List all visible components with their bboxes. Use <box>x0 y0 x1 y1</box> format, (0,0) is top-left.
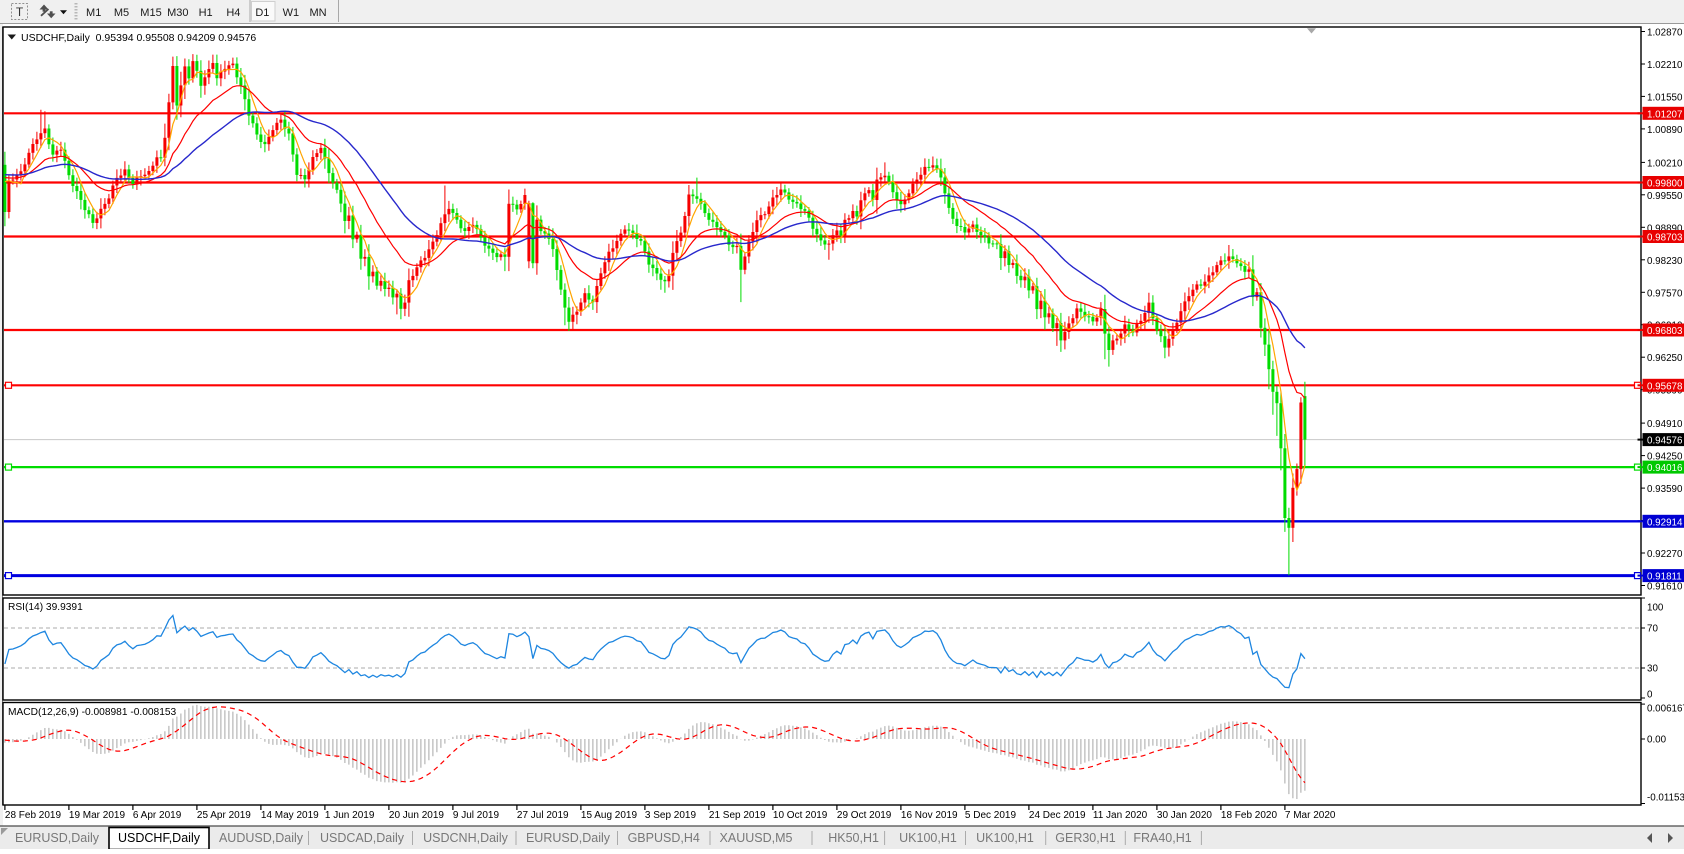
svg-text:0.00: 0.00 <box>1647 735 1667 746</box>
svg-text:10 Oct 2019: 10 Oct 2019 <box>773 810 828 821</box>
svg-text:24 Dec 2019: 24 Dec 2019 <box>1029 810 1086 821</box>
svg-text:1 Jun 2019: 1 Jun 2019 <box>325 810 375 821</box>
svg-text:21 Sep 2019: 21 Sep 2019 <box>709 810 766 821</box>
svg-text:H4: H4 <box>226 7 240 19</box>
svg-text:FRA40,H1: FRA40,H1 <box>1133 831 1191 845</box>
svg-text:11 Jan 2020: 11 Jan 2020 <box>1093 810 1148 821</box>
svg-text:-0.011531: -0.011531 <box>1647 793 1684 804</box>
svg-text:19 Mar 2019: 19 Mar 2019 <box>69 810 126 821</box>
svg-text:W1: W1 <box>283 7 300 19</box>
svg-text:H1: H1 <box>199 7 213 19</box>
svg-text:0.94910: 0.94910 <box>1647 419 1683 430</box>
svg-text:1.01550: 1.01550 <box>1647 92 1683 103</box>
svg-text:USDCHF,Daily: USDCHF,Daily <box>118 831 201 845</box>
svg-text:AUDUSD,Daily: AUDUSD,Daily <box>219 831 304 845</box>
svg-text:0: 0 <box>1647 690 1653 701</box>
svg-text:27 Jul 2019: 27 Jul 2019 <box>517 810 569 821</box>
svg-text:T: T <box>16 5 24 19</box>
svg-text:0.99550: 0.99550 <box>1647 191 1683 202</box>
svg-text:1.00890: 1.00890 <box>1647 125 1683 136</box>
svg-text:0.92270: 0.92270 <box>1647 549 1683 560</box>
svg-text:GER30,H1: GER30,H1 <box>1055 831 1115 845</box>
svg-text:0.94016: 0.94016 <box>1647 463 1683 474</box>
svg-text:EURUSD,Daily: EURUSD,Daily <box>15 831 100 845</box>
svg-text:7 Mar 2020: 7 Mar 2020 <box>1285 810 1336 821</box>
svg-text:15 Aug 2019: 15 Aug 2019 <box>581 810 638 821</box>
svg-text:0.92914: 0.92914 <box>1647 517 1683 528</box>
svg-text:0.91610: 0.91610 <box>1647 582 1683 593</box>
svg-text:M15: M15 <box>140 7 161 19</box>
svg-text:0.98703: 0.98703 <box>1647 233 1683 244</box>
svg-text:70: 70 <box>1647 624 1658 635</box>
svg-text:0.99800: 0.99800 <box>1647 179 1683 190</box>
svg-text:0.95678: 0.95678 <box>1647 381 1683 392</box>
svg-text:USDCNH,Daily: USDCNH,Daily <box>423 831 508 845</box>
svg-text:0.96803: 0.96803 <box>1647 326 1683 337</box>
svg-text:HK50,H1: HK50,H1 <box>828 831 879 845</box>
svg-text:5 Dec 2019: 5 Dec 2019 <box>965 810 1017 821</box>
svg-text:0.98230: 0.98230 <box>1647 256 1683 267</box>
svg-text:3 Sep 2019: 3 Sep 2019 <box>645 810 697 821</box>
svg-text:UK100,H1: UK100,H1 <box>976 831 1034 845</box>
svg-text:EURUSD,Daily: EURUSD,Daily <box>526 831 611 845</box>
svg-text:14 May 2019: 14 May 2019 <box>261 810 319 821</box>
svg-text:0.97570: 0.97570 <box>1647 288 1683 299</box>
svg-text:RSI(14) 39.9391: RSI(14) 39.9391 <box>8 602 83 613</box>
svg-text:MACD(12,26,9) -0.008981 -0.008: MACD(12,26,9) -0.008981 -0.008153 <box>8 707 177 718</box>
svg-text:M1: M1 <box>86 7 101 19</box>
svg-text:GBPUSD,H4: GBPUSD,H4 <box>628 831 700 845</box>
svg-text:D1: D1 <box>255 7 269 19</box>
svg-text:20 Jun 2019: 20 Jun 2019 <box>389 810 444 821</box>
svg-text:UK100,H1: UK100,H1 <box>899 831 957 845</box>
svg-text:0.93590: 0.93590 <box>1647 484 1683 495</box>
svg-text:28 Feb 2019: 28 Feb 2019 <box>5 810 62 821</box>
svg-text:29 Oct 2019: 29 Oct 2019 <box>837 810 892 821</box>
svg-text:XAUUSD,M5: XAUUSD,M5 <box>720 831 793 845</box>
svg-text:9 Jul 2019: 9 Jul 2019 <box>453 810 500 821</box>
svg-text:25 Apr 2019: 25 Apr 2019 <box>197 810 251 821</box>
svg-text:1.02870: 1.02870 <box>1647 28 1683 39</box>
svg-text:1.02210: 1.02210 <box>1647 60 1683 71</box>
svg-text:0.94576: 0.94576 <box>1647 436 1683 447</box>
svg-text:0.006167: 0.006167 <box>1647 704 1684 715</box>
svg-text:MN: MN <box>309 7 326 19</box>
svg-text:6 Apr 2019: 6 Apr 2019 <box>133 810 182 821</box>
svg-text:18 Feb 2020: 18 Feb 2020 <box>1221 810 1278 821</box>
svg-text:USDCHF,Daily 0.95394 0.95508: USDCHF,Daily 0.95394 0.95508 0.94209 0.9… <box>21 32 256 44</box>
svg-text:100: 100 <box>1647 603 1664 614</box>
svg-text:1.01207: 1.01207 <box>1647 109 1682 120</box>
svg-text:30 Jan 2020: 30 Jan 2020 <box>1157 810 1212 821</box>
svg-text:0.96250: 0.96250 <box>1647 353 1683 364</box>
svg-text:0.91811: 0.91811 <box>1647 572 1682 583</box>
svg-text:1.00210: 1.00210 <box>1647 158 1683 169</box>
svg-text:M30: M30 <box>167 7 188 19</box>
svg-text:16 Nov 2019: 16 Nov 2019 <box>901 810 958 821</box>
svg-text:USDCAD,Daily: USDCAD,Daily <box>320 831 405 845</box>
svg-text:30: 30 <box>1647 664 1658 675</box>
svg-text:M5: M5 <box>114 7 129 19</box>
